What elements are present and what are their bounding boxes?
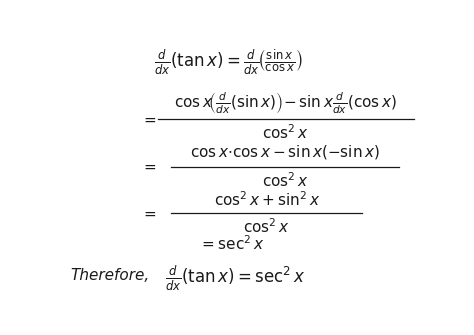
Text: $=$: $=$: [141, 111, 157, 126]
Text: Therefore,: Therefore,: [70, 268, 149, 283]
Text: $\cos^2 x+\sin^2 x$: $\cos^2 x+\sin^2 x$: [214, 190, 320, 209]
Text: $\cos^2 x$: $\cos^2 x$: [262, 171, 309, 190]
Text: $\frac{d}{dx}(\tan x) = \sec^2 x$: $\frac{d}{dx}(\tan x) = \sec^2 x$: [165, 264, 306, 293]
Text: $\cos^2 x$: $\cos^2 x$: [244, 217, 290, 236]
Text: $\frac{d}{dx}(\tan x) = \frac{d}{dx}\!\left(\frac{\sin x}{\cos x}\right)$: $\frac{d}{dx}(\tan x) = \frac{d}{dx}\!\l…: [154, 48, 303, 77]
Text: $\cos x\!\left(\frac{d}{dx}(\sin x)\right)\!-\sin x\frac{d}{dx}(\cos x)$: $\cos x\!\left(\frac{d}{dx}(\sin x)\righ…: [174, 90, 397, 116]
Text: $\cos x{\cdot}\cos x-\sin x(-\sin x)$: $\cos x{\cdot}\cos x-\sin x(-\sin x)$: [190, 143, 380, 161]
Text: $=$: $=$: [141, 159, 157, 174]
Text: $=$: $=$: [141, 206, 157, 220]
Text: $\cos^2 x$: $\cos^2 x$: [262, 124, 309, 142]
Text: $= \sec^2 x$: $= \sec^2 x$: [199, 234, 264, 253]
